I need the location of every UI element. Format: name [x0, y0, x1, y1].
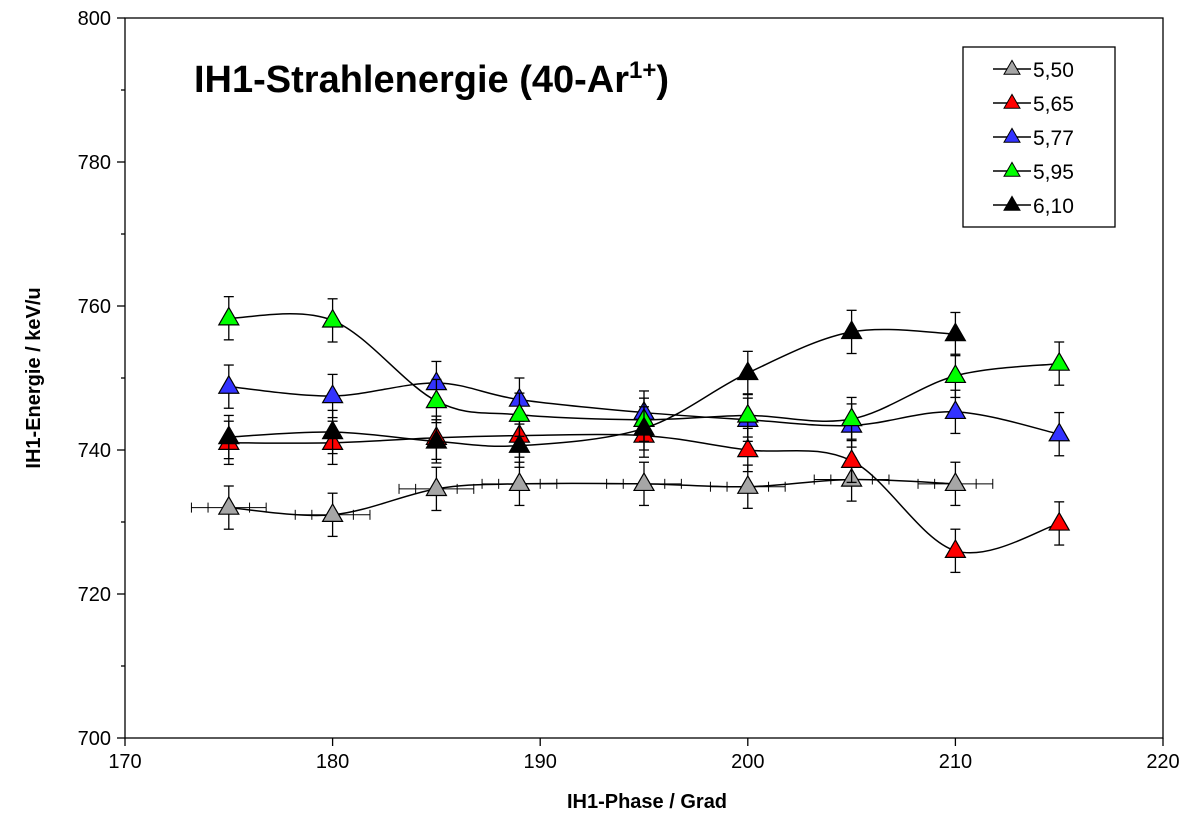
legend-label: 5,65 [1033, 93, 1074, 116]
series-5-95 [217, 295, 1071, 443]
legend-box [962, 46, 1116, 228]
y-tick-label: 760 [78, 296, 111, 318]
data-point [217, 425, 240, 445]
x-axis-title: IH1-Phase / Grad [567, 791, 727, 813]
x-tick-label: 210 [939, 751, 972, 773]
legend-label: 6,10 [1033, 195, 1074, 218]
data-point [321, 420, 344, 440]
legend-marker [1003, 195, 1021, 211]
legend-marker [1003, 127, 1021, 143]
data-point [944, 538, 967, 559]
chart-title: IH1-Strahlenergie (40-Ar1+) [194, 57, 669, 101]
legend-marker [1003, 59, 1021, 75]
data-point [944, 471, 967, 492]
data-point [1048, 351, 1071, 371]
data-point [736, 474, 759, 494]
legend-label: 5,77 [1033, 127, 1074, 150]
data-point [632, 471, 656, 492]
legend-label: 5,50 [1033, 59, 1074, 82]
data-point [840, 407, 863, 427]
x-tick-label: 180 [316, 751, 349, 773]
x-tick-label: 170 [108, 751, 141, 773]
legend-label: 5,95 [1033, 161, 1074, 184]
data-point [425, 476, 448, 497]
series-line [228, 328, 956, 448]
legend-marker [1003, 161, 1021, 177]
x-tick-label: 220 [1146, 751, 1179, 773]
legend-marker [1003, 93, 1021, 109]
data-point [840, 319, 863, 340]
data-point [321, 384, 344, 404]
data-point [944, 363, 967, 384]
data-point [736, 403, 759, 423]
data-point [217, 306, 240, 326]
y-tick-label: 700 [78, 728, 111, 750]
data-point [840, 448, 863, 469]
data-point [508, 402, 531, 422]
data-point [425, 429, 448, 449]
data-point [508, 471, 531, 492]
data-point [736, 360, 759, 381]
data-point [217, 495, 240, 515]
x-tick-label: 190 [524, 751, 557, 773]
data-point [632, 416, 656, 436]
legend: 5,50 5,65 5,77 5,95 6,10 [962, 46, 1116, 228]
data-point [508, 433, 531, 453]
y-tick-label: 720 [78, 584, 111, 606]
series-6-10 [217, 309, 967, 468]
x-tick-label: 200 [731, 751, 764, 773]
series-layer [190, 295, 1071, 574]
data-point [944, 399, 967, 420]
y-tick-label: 740 [78, 440, 111, 462]
data-point [1048, 422, 1071, 442]
data-point [736, 438, 759, 458]
y-tick-label: 780 [78, 152, 111, 174]
data-point [425, 389, 448, 409]
y-axis-title: IH1-Energie / keV/u [23, 287, 45, 468]
data-point [944, 322, 967, 342]
data-point [217, 374, 240, 394]
y-tick-label: 800 [78, 8, 111, 30]
data-point [321, 502, 344, 523]
data-point [1048, 511, 1071, 531]
series-5-50 [190, 457, 994, 538]
data-point [321, 308, 344, 328]
axes: 170 180 190 200 210 220 700 720 740 760 780 800 [78, 8, 1180, 773]
